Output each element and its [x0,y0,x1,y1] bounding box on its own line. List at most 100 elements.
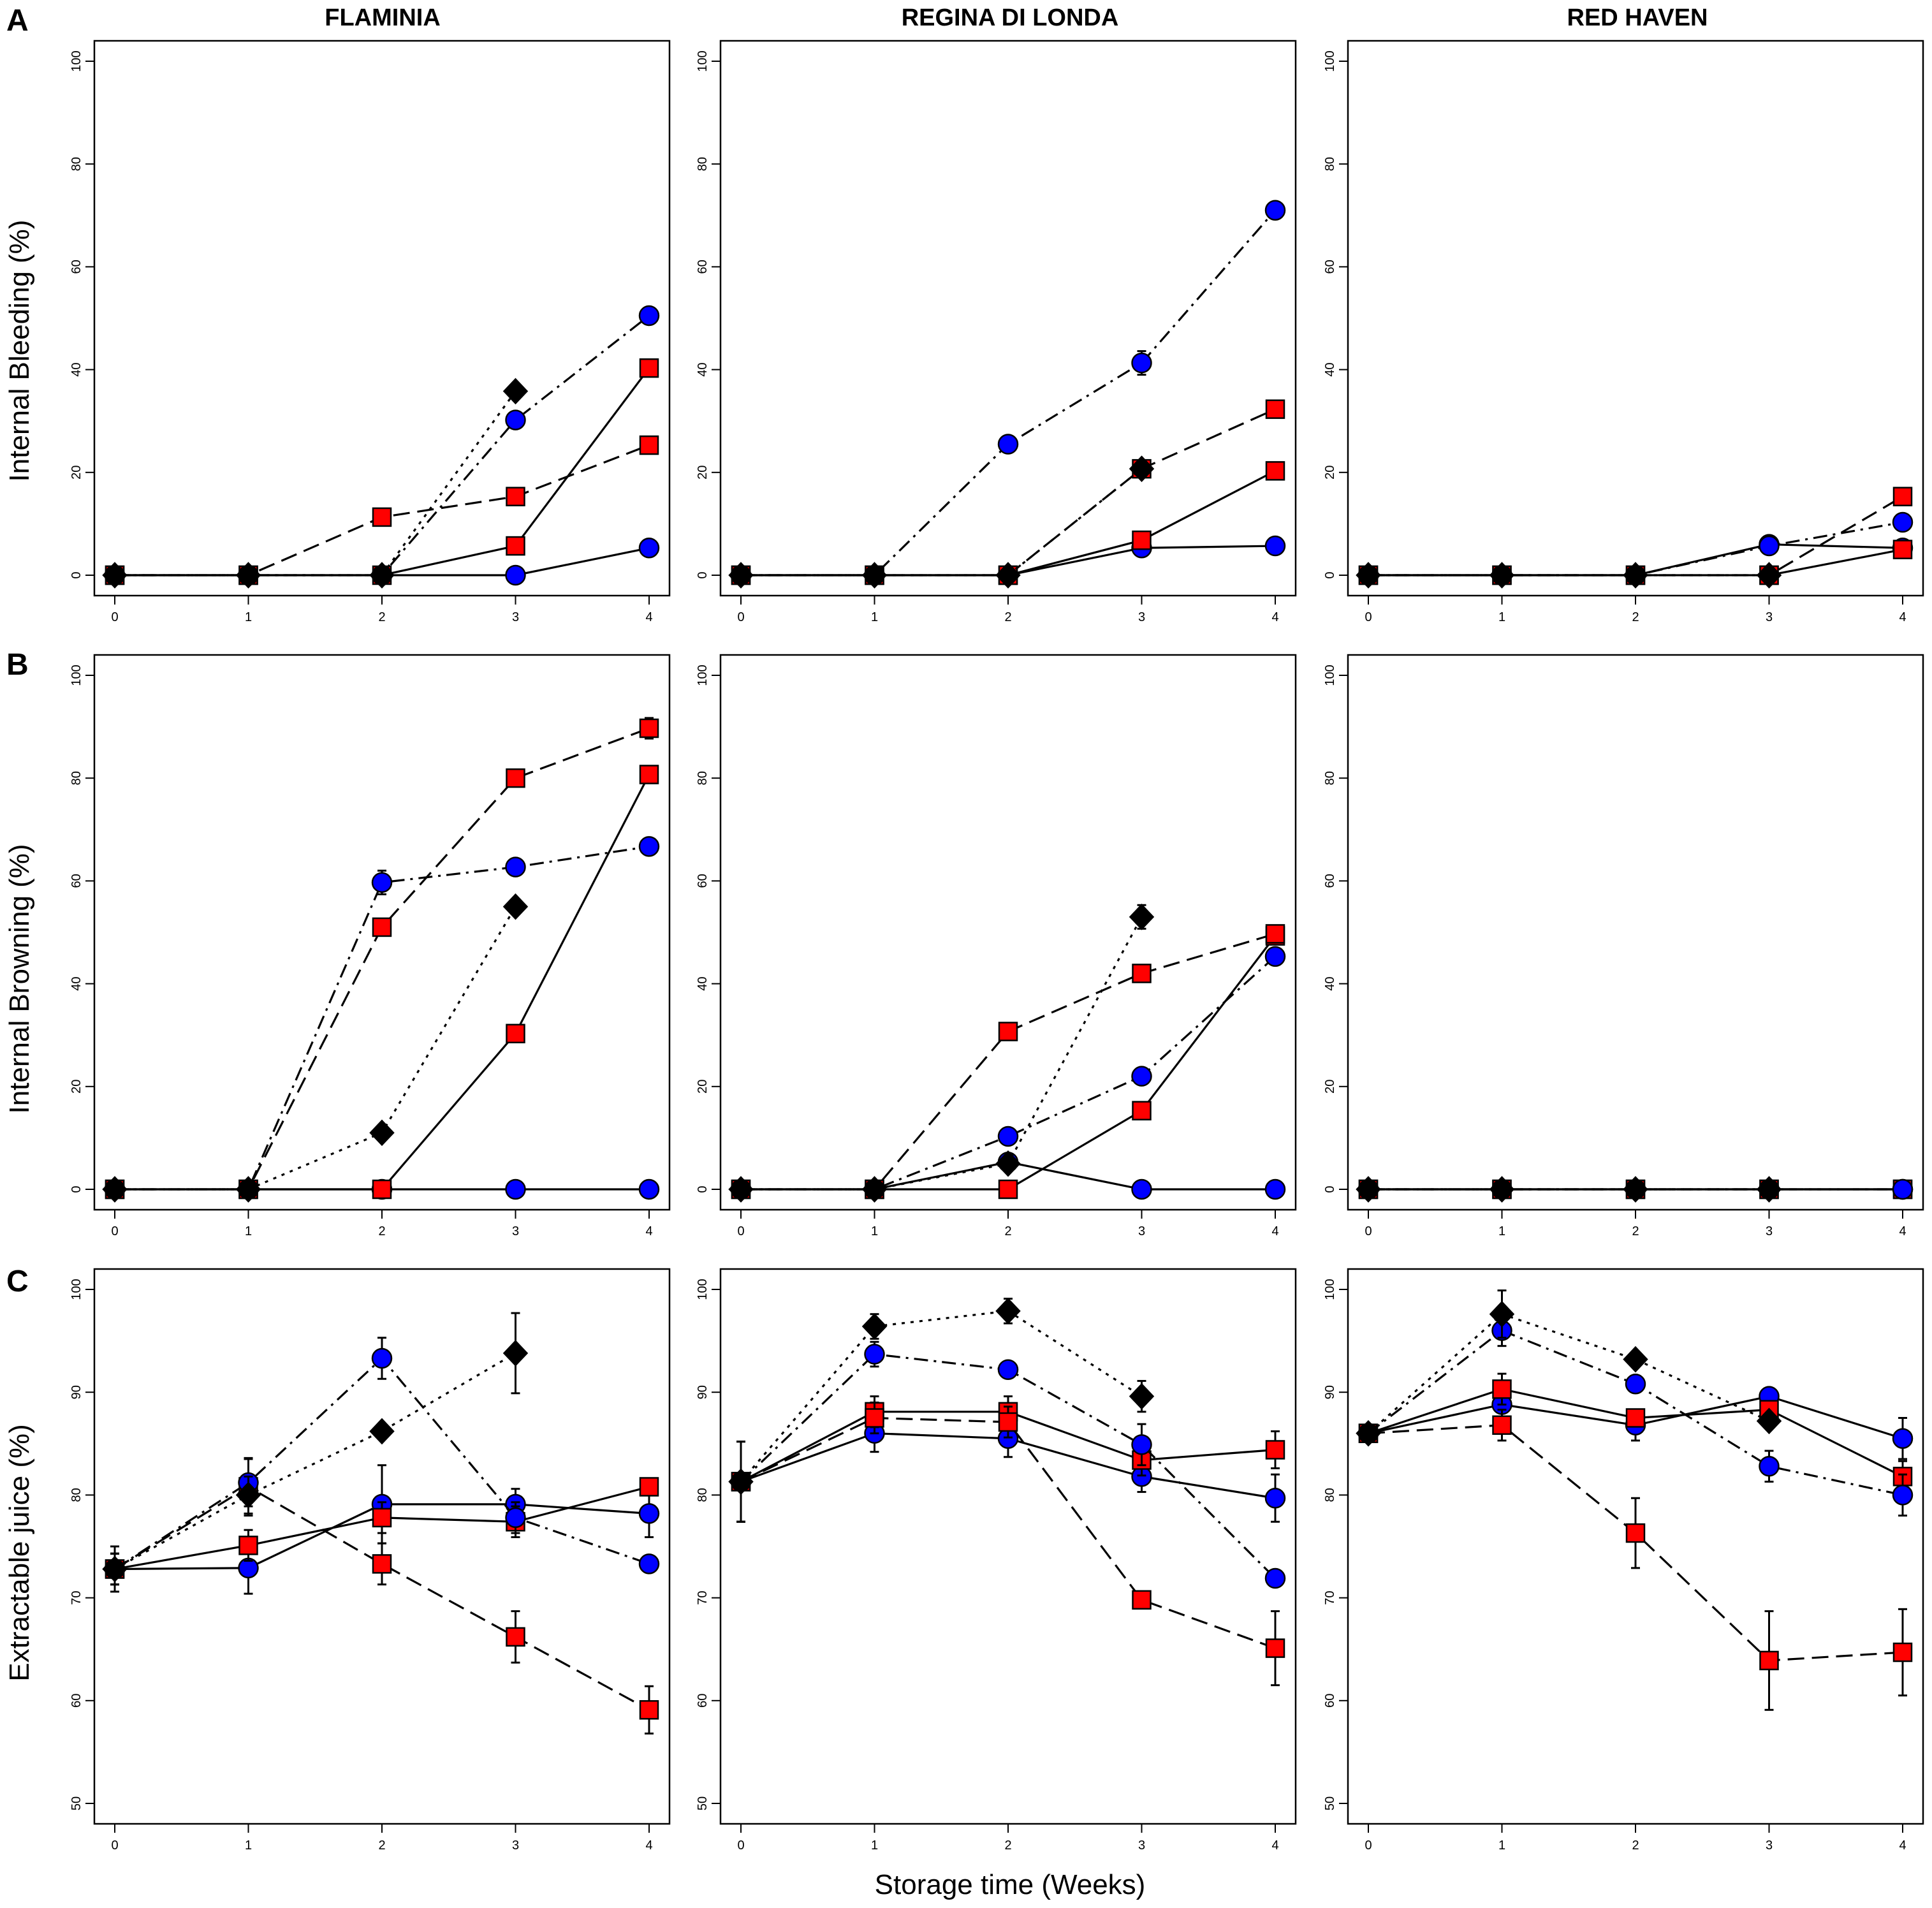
data-point-diamond [1129,1383,1155,1410]
y-tick-label: 20 [70,1080,84,1094]
data-point-diamond [861,1313,888,1340]
data-point-diamond [1623,1346,1648,1373]
data-point-circle [1131,1066,1152,1087]
panel-b-regina-di-londa-series-diamond-dotted-line [741,916,1143,1191]
row-letter-c: C [6,1265,29,1298]
y-tick-label: 40 [1323,976,1337,990]
x-tick-label: 3 [1766,1224,1773,1238]
panel-c-red-haven: 50 60 70 80 90 100 0 1 2 3 4 [1323,1268,1924,1853]
panel-b-red-haven: 0 20 40 60 80 100 0 1 2 3 4 [1323,654,1924,1238]
y-tick-label: 60 [696,260,710,274]
data-point-diamond [995,562,1021,589]
data-point-square [998,1179,1018,1200]
panel-c-red-haven-series-diamond-dotted-line [1367,1312,1770,1434]
x-tick-label: 4 [1899,1838,1906,1853]
y-tick-label: 20 [1323,1080,1337,1094]
data-point-circle [997,1359,1019,1380]
panel-b-flaminia-series-diamond-dotted-line [115,906,516,1191]
panel-c-regina-di-londa-series-circle-dashdot [730,1340,1286,1589]
data-point-square [1132,1590,1152,1610]
x-tick-label: 0 [111,1838,118,1853]
panel-a-regina-di-londa: 0 20 40 60 80 100 0 1 2 3 4 [696,40,1297,624]
data-point-circle [505,1178,526,1200]
x-tick-label: 0 [737,610,744,624]
data-point-diamond [1129,455,1155,482]
panel-c-flaminia-series-diamond-dotted [102,1312,529,1586]
y-tick-label: 60 [696,874,710,888]
data-point-circle [1264,1567,1286,1589]
panel-a-flaminia-series-circle-dashdot-line [115,314,650,576]
data-point-square [639,1477,659,1497]
y-tick-label: 100 [70,50,84,71]
panel-a-red-haven-series-circle-dashdot-line [1368,521,1903,576]
panel-a-regina-di-londa-frame [719,40,1297,597]
panel-a-regina-di-londa-series-circle-dashdot-line [741,209,1277,576]
x-tick-label: 2 [1004,610,1011,624]
cultivar-title-red-haven: RED HAVEN [1567,4,1708,31]
y-tick-label: 80 [1323,157,1337,171]
data-point-circle [638,1553,660,1574]
x-tick-label: 2 [1004,1224,1011,1238]
x-tick-label: 3 [1138,1838,1145,1853]
data-point-diamond [1129,904,1155,930]
x-tick-label: 2 [378,1838,385,1853]
data-point-circle [1892,1485,1914,1506]
data-point-circle [1264,1487,1286,1509]
data-point-circle [505,1507,526,1529]
panel-b-flaminia-series-diamond-dotted [102,893,529,1203]
x-tick-label: 4 [1899,1224,1906,1238]
data-point-square [372,507,392,527]
y-tick-label: 60 [696,1694,710,1708]
data-point-diamond [235,562,261,589]
data-point-circle [638,1503,660,1524]
data-point-circle [997,434,1019,455]
y-tick-label: 100 [70,664,84,686]
panel-a-regina-di-londa-series-circle-dashdot [730,200,1286,586]
data-point-square [506,1024,525,1044]
x-tick-label: 0 [1365,610,1372,624]
data-point-circle [1892,511,1914,533]
data-point-square [1625,1523,1646,1543]
data-point-circle [638,538,660,559]
data-point-circle [505,564,526,586]
x-tick-label: 0 [737,1224,744,1238]
data-point-square [1265,924,1285,944]
y-tick-label: 100 [1323,664,1337,686]
data-point-circle [1892,1178,1914,1200]
x-tick-label: 2 [1632,1838,1639,1853]
x-tick-label: 4 [645,1224,652,1238]
x-tick-label: 4 [1271,610,1278,624]
cultivar-titles: FLAMINIA REGINA DI LONDA RED HAVEN [325,4,1708,31]
y-tick-label: 0 [696,571,710,578]
data-point-square [1132,964,1152,983]
data-point-square [1265,1440,1285,1460]
x-tick-label: 4 [645,1838,652,1853]
y-tick-label: 80 [70,771,84,785]
y-tick-label: 60 [70,260,84,274]
data-point-square [1759,1650,1779,1671]
data-point-square [372,917,392,937]
data-point-diamond [502,893,529,920]
y-tick-label: 80 [696,771,710,785]
panel-c-regina-di-londa: 50 60 70 80 90 100 0 1 2 3 4 [696,1268,1297,1853]
panel-c-flaminia-series-diamond-dotted-line [114,1352,516,1570]
x-tick-label: 2 [378,610,385,624]
x-tick-label: 4 [1271,1224,1278,1238]
data-point-square [639,765,659,784]
data-point-square [639,718,659,738]
data-point-diamond [502,378,529,405]
data-point-diamond [502,1340,529,1367]
x-tick-label: 3 [512,1838,519,1853]
y-tick-label: 70 [1323,1590,1337,1604]
data-point-circle [505,409,526,430]
data-point-circle [1625,1374,1646,1395]
y-tick-label: 60 [1323,260,1337,274]
x-tick-label: 1 [1498,610,1505,624]
y-tick-label: 60 [70,874,84,888]
data-point-square [1265,461,1285,481]
panel-b-regina-di-londa-series-circle-dashdot-line [741,955,1277,1191]
x-tick-label: 2 [1632,1224,1639,1238]
x-tick-label: 3 [1138,1224,1145,1238]
data-point-diamond [1356,1420,1381,1447]
